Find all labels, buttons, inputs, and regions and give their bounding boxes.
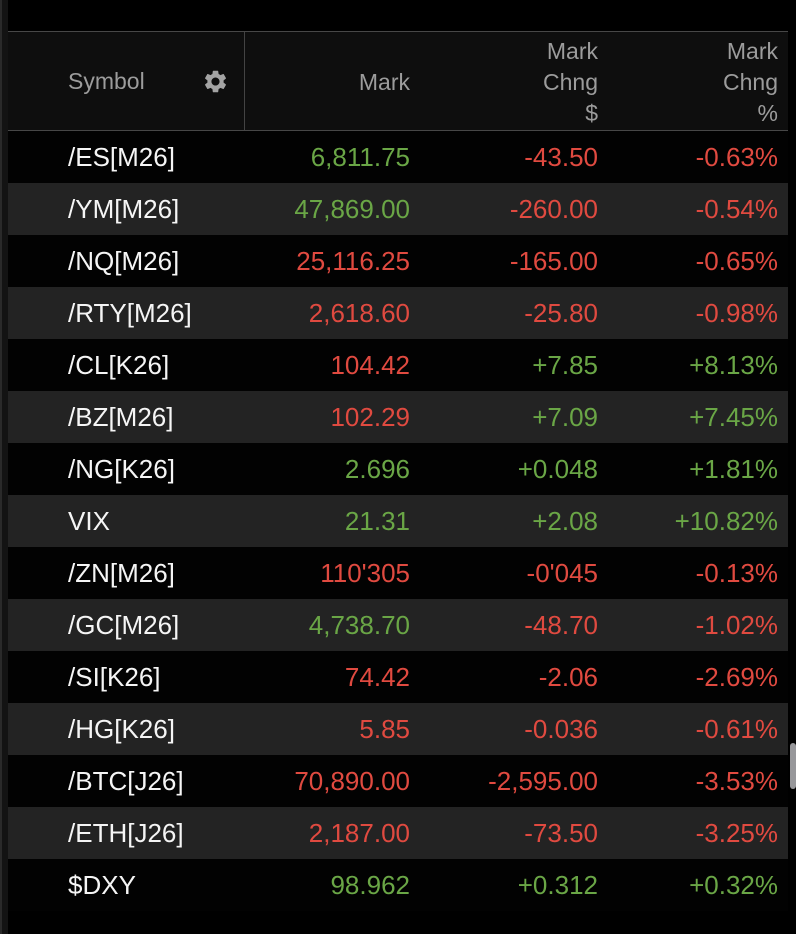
mark-chng-pct-cell: -0.63% (695, 142, 778, 172)
watchlist-row[interactable]: /ZN[M26] 110'305 -0'045 -0.13% (8, 547, 788, 599)
settings-gear-icon[interactable] (202, 68, 229, 95)
mark-cell: 4,738.70 (308, 610, 410, 640)
panel-left-gutter (0, 0, 8, 934)
mark-cell: 2,187.00 (308, 818, 410, 848)
mark-chng-cell: -73.50 (524, 818, 598, 848)
mark-chng-pct-cell: +8.13% (689, 350, 778, 380)
futures-watchlist-panel: Symbol Mark Mark Chng $ Mark Chng % /ES[… (8, 0, 788, 934)
watchlist-row[interactable]: /ETH[J26] 2,187.00 -73.50 -3.25% (8, 807, 788, 859)
mark-cell: 2.696 (344, 454, 410, 484)
symbol-cell[interactable]: /CL[K26] (68, 350, 170, 380)
mark-chng-cell: -165.00 (509, 246, 598, 276)
table-header: Symbol Mark Mark Chng $ Mark Chng % (8, 31, 788, 131)
mark-chng-cell: -43.50 (524, 142, 598, 172)
column-header-symbol[interactable]: Symbol (8, 32, 245, 130)
symbol-cell[interactable]: /HG[K26] (68, 714, 175, 744)
watchlist-rows: /ES[M26] 6,811.75 -43.50 -0.63% /YM[M26]… (8, 131, 788, 911)
mark-cell: 102.29 (330, 402, 410, 432)
watchlist-row[interactable]: VIX 21.31 +2.08 +10.82% (8, 495, 788, 547)
watchlist-row[interactable]: /NQ[M26] 25,116.25 -165.00 -0.65% (8, 235, 788, 287)
watchlist-row[interactable]: /GC[M26] 4,738.70 -48.70 -1.02% (8, 599, 788, 651)
mark-chng-pct-cell: +1.81% (689, 454, 778, 484)
mark-chng-pct-cell: -2.69% (695, 662, 778, 692)
top-strip (8, 0, 788, 31)
watchlist-row[interactable]: /RTY[M26] 2,618.60 -25.80 -0.98% (8, 287, 788, 339)
mark-chng-pct-cell: +7.45% (689, 402, 778, 432)
symbol-cell[interactable]: /RTY[M26] (68, 298, 192, 328)
watchlist-row[interactable]: /NG[K26] 2.696 +0.048 +1.81% (8, 443, 788, 495)
watchlist-row[interactable]: $DXY 98.962 +0.312 +0.32% (8, 859, 788, 911)
mark-chng-pct-cell: -0.13% (695, 558, 778, 588)
mark-chng-cell: +7.09 (532, 402, 598, 432)
mark-chng-cell: -48.70 (524, 610, 598, 640)
column-header-mark-chng-pct[interactable]: Mark Chng % (723, 37, 778, 126)
mark-cell: 70,890.00 (294, 766, 410, 796)
mark-chng-pct-cell: -0.98% (695, 298, 778, 328)
watchlist-row[interactable]: /ES[M26] 6,811.75 -43.50 -0.63% (8, 131, 788, 183)
mark-chng-pct-cell: -3.53% (695, 766, 778, 796)
symbol-cell[interactable]: /NQ[M26] (68, 246, 180, 276)
mark-cell: 47,869.00 (294, 194, 410, 224)
watchlist-row[interactable]: /CL[K26] 104.42 +7.85 +8.13% (8, 339, 788, 391)
mark-chng-cell: +7.85 (532, 350, 598, 380)
symbol-cell[interactable]: /GC[M26] (68, 610, 180, 640)
mark-chng-pct-cell: -0.65% (695, 246, 778, 276)
mark-chng-cell: +0.048 (517, 454, 598, 484)
symbol-header-label: Symbol (68, 67, 145, 94)
mark-chng-cell: -2,595.00 (488, 766, 598, 796)
mark-chng-pct-cell: -0.61% (695, 714, 778, 744)
mark-chng-cell: -25.80 (524, 298, 598, 328)
watchlist-row[interactable]: /YM[M26] 47,869.00 -260.00 -0.54% (8, 183, 788, 235)
symbol-cell[interactable]: /YM[M26] (68, 194, 180, 224)
mark-chng-pct-cell: -0.54% (695, 194, 778, 224)
mark-chng-cell: -0.036 (524, 714, 598, 744)
symbol-cell[interactable]: /ES[M26] (68, 142, 175, 172)
scrollbar-thumb[interactable] (790, 743, 796, 789)
column-header-mark[interactable]: Mark (245, 32, 410, 130)
column-header-mark-chng-dollar[interactable]: Mark Chng $ (543, 37, 598, 126)
mark-chng-cell: +2.08 (532, 506, 598, 536)
watchlist-row[interactable]: /SI[K26] 74.42 -2.06 -2.69% (8, 651, 788, 703)
symbol-cell[interactable]: VIX (68, 506, 110, 536)
symbol-cell[interactable]: /NG[K26] (68, 454, 175, 484)
symbol-cell[interactable]: /BZ[M26] (68, 402, 174, 432)
symbol-cell[interactable]: /ETH[J26] (68, 818, 184, 848)
mark-chng-cell: -2.06 (538, 662, 598, 692)
mark-cell: 110'305 (320, 558, 410, 588)
mark-chng-cell: +0.312 (517, 870, 598, 900)
mark-cell: 25,116.25 (296, 246, 410, 276)
mark-cell: 6,811.75 (310, 142, 410, 172)
mark-cell: 104.42 (330, 350, 410, 380)
mark-cell: 74.42 (344, 662, 410, 692)
mark-chng-pct-cell: +10.82% (674, 506, 778, 536)
mark-chng-cell: -0'045 (526, 558, 598, 588)
mark-cell: 2,618.60 (308, 298, 410, 328)
symbol-cell[interactable]: /ZN[M26] (68, 558, 175, 588)
mark-chng-cell: -260.00 (509, 194, 598, 224)
mark-chng-pct-cell: +0.32% (689, 870, 778, 900)
mark-chng-pct-cell: -1.02% (695, 610, 778, 640)
symbol-cell[interactable]: /SI[K26] (68, 662, 161, 692)
mark-chng-pct-cell: -3.25% (695, 818, 778, 848)
watchlist-row[interactable]: /BTC[J26] 70,890.00 -2,595.00 -3.53% (8, 755, 788, 807)
mark-header-label: Mark (358, 68, 410, 95)
mark-cell: 98.962 (330, 870, 410, 900)
symbol-cell[interactable]: $DXY (68, 870, 136, 900)
mark-cell: 21.31 (344, 506, 410, 536)
mark-cell: 5.85 (359, 714, 410, 744)
watchlist-row[interactable]: /HG[K26] 5.85 -0.036 -0.61% (8, 703, 788, 755)
symbol-cell[interactable]: /BTC[J26] (68, 766, 184, 796)
watchlist-row[interactable]: /BZ[M26] 102.29 +7.09 +7.45% (8, 391, 788, 443)
